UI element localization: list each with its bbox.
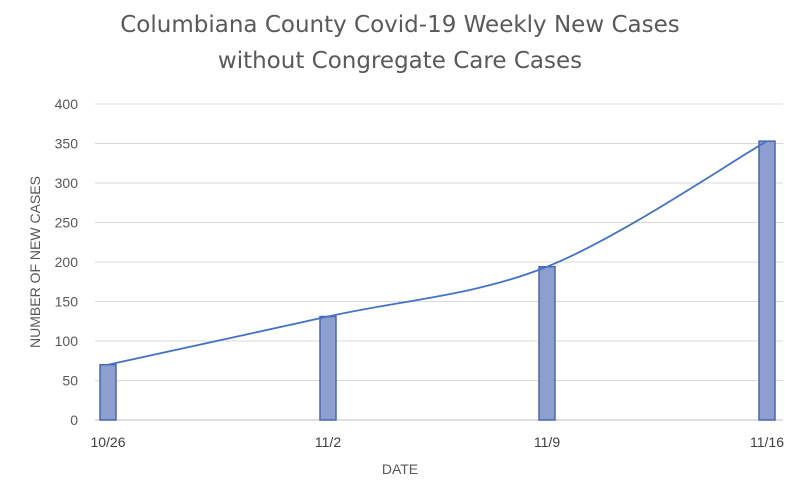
y-tick-label: 100 (55, 333, 79, 349)
x-tick-label: 11/9 (534, 434, 560, 450)
y-tick-label: 50 (62, 373, 78, 389)
chart-title-line-2: without Congregate Care Cases (217, 48, 583, 74)
y-tick-label: 400 (55, 96, 79, 112)
y-tick-label: 250 (55, 215, 79, 231)
bar (758, 140, 776, 421)
y-tick-label: 300 (55, 175, 79, 191)
y-tick-label: 0 (70, 412, 78, 428)
bar (319, 315, 337, 421)
bar (538, 265, 556, 421)
x-tick-label: 11/16 (750, 434, 784, 450)
x-axis-label: DATE (381, 461, 419, 477)
bar (99, 363, 117, 421)
y-tick-label: 150 (55, 294, 79, 310)
y-tick-label: 350 (55, 136, 79, 152)
chart-title-line-1: Columbiana County Covid-19 Weekly New Ca… (120, 12, 680, 38)
x-tick-label: 11/2 (315, 434, 341, 450)
trendline (107, 140, 768, 366)
y-tick-label: 200 (55, 254, 79, 270)
x-tick-label: 10/26 (90, 434, 125, 450)
